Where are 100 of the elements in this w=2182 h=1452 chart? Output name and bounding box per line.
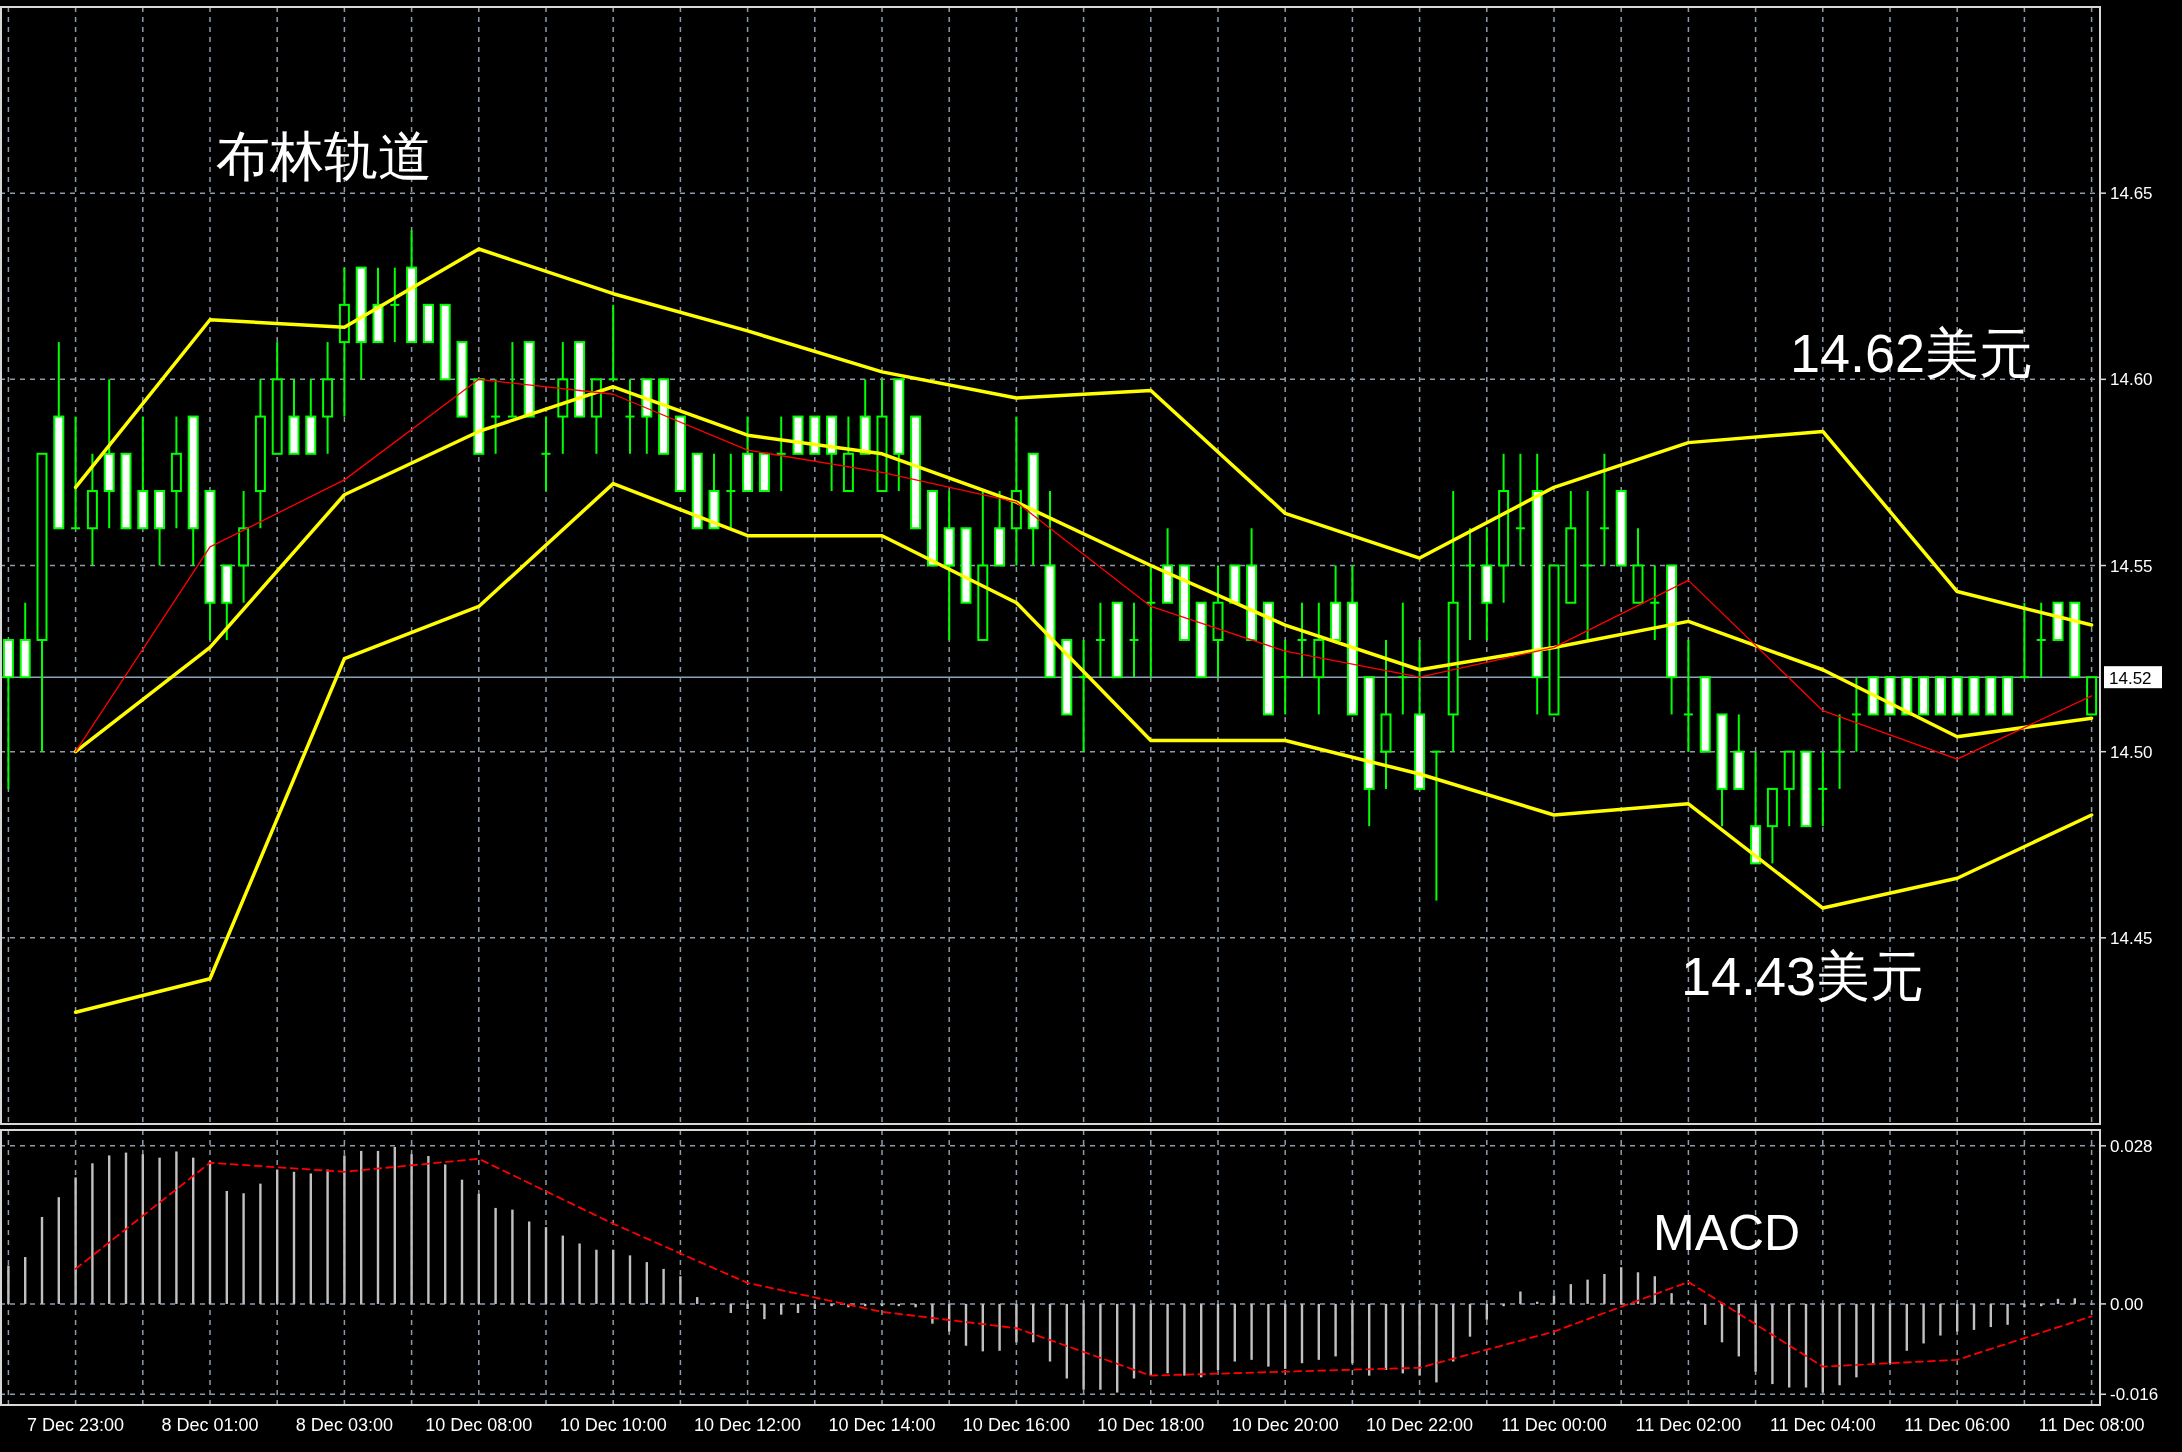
candlestick xyxy=(2,638,14,790)
y-tick-label: 14.55 xyxy=(2110,556,2153,576)
bar xyxy=(1418,1303,1421,1376)
candlestick xyxy=(1968,676,1980,716)
bar xyxy=(74,1177,77,1304)
candlestick xyxy=(1583,490,1593,641)
x-tick-label: 10 Dec 08:00 xyxy=(425,1415,533,1435)
y-tick-label: 0.00 xyxy=(2110,1294,2144,1314)
line-series xyxy=(73,481,2094,1015)
bar xyxy=(763,1303,766,1320)
candlestick xyxy=(809,415,821,455)
candlestick xyxy=(893,378,905,493)
y-tick-label: -0.016 xyxy=(2110,1385,2159,1405)
x-tick-label: 10 Dec 20:00 xyxy=(1231,1415,1339,1435)
candlestick xyxy=(1615,490,1627,567)
x-tick-label: 11 Dec 06:00 xyxy=(1904,1415,2011,1435)
bar xyxy=(931,1303,934,1324)
candlestick xyxy=(322,341,334,455)
candlestick xyxy=(221,564,233,641)
x-tick-label: 11 Dec 04:00 xyxy=(1769,1415,1876,1435)
bar xyxy=(242,1193,245,1304)
candlestick xyxy=(1111,601,1123,679)
candlestick xyxy=(758,452,770,493)
candlestick xyxy=(1414,638,1426,790)
candlestick xyxy=(910,415,922,530)
candlestick xyxy=(238,490,250,604)
candlestick xyxy=(372,266,384,344)
candlestick xyxy=(154,490,166,567)
candlestick xyxy=(1162,527,1174,604)
bar xyxy=(1687,1301,1690,1304)
candlestick xyxy=(422,303,434,344)
candlestick xyxy=(625,378,635,455)
ref-line-label: 14.52 xyxy=(2109,669,2152,689)
candlestick xyxy=(390,266,400,344)
candlestick xyxy=(1095,601,1105,679)
bar xyxy=(494,1207,497,1304)
x-tick-label: 10 Dec 14:00 xyxy=(828,1415,936,1435)
candlestick xyxy=(1934,676,1946,716)
candlestick xyxy=(1010,415,1022,567)
candlestick xyxy=(491,378,501,455)
bar xyxy=(1939,1303,1942,1336)
bar xyxy=(343,1155,346,1304)
candlestick xyxy=(2019,601,2029,679)
x-tick-label: 8 Dec 03:00 xyxy=(295,1415,393,1435)
candlestick xyxy=(305,378,317,455)
candlestick xyxy=(1262,601,1274,716)
candlestick xyxy=(1330,564,1342,641)
bar xyxy=(410,1154,413,1304)
bar xyxy=(1015,1303,1018,1343)
candlestick xyxy=(1044,490,1056,679)
candlestick xyxy=(338,266,350,418)
bar xyxy=(914,1303,917,1308)
candlestick xyxy=(1918,676,1930,716)
bar xyxy=(746,1303,749,1309)
candlestick xyxy=(1565,490,1577,604)
candlestick xyxy=(842,415,854,493)
candlestick xyxy=(1129,601,1139,679)
bar xyxy=(1838,1303,1841,1386)
bar xyxy=(1922,1303,1925,1344)
candlestick xyxy=(708,452,720,530)
x-tick-label: 10 Dec 16:00 xyxy=(962,1415,1070,1435)
candlestick xyxy=(876,378,888,493)
candlestick xyxy=(960,527,972,604)
candlestick xyxy=(1818,750,1828,828)
bar xyxy=(662,1268,665,1304)
candlestick xyxy=(355,266,367,381)
candlestick xyxy=(1515,452,1525,567)
annotation: 14.62美元 xyxy=(1790,323,2034,383)
candlestick xyxy=(406,229,418,344)
bar xyxy=(1334,1303,1337,1357)
bar xyxy=(91,1163,94,1304)
candlestick xyxy=(86,452,98,567)
candlestick xyxy=(994,490,1006,567)
bar xyxy=(2006,1303,2009,1325)
candlestick xyxy=(1766,787,1778,865)
candlestick xyxy=(439,303,451,381)
x-tick-label: 7 Dec 23:00 xyxy=(27,1415,125,1435)
candlestick xyxy=(170,415,182,530)
bar xyxy=(1670,1293,1673,1304)
candlestick xyxy=(926,490,938,567)
candlestick xyxy=(1027,452,1039,567)
candlestick xyxy=(1867,676,1879,716)
candlestick xyxy=(792,415,804,455)
candlestick xyxy=(1431,750,1441,902)
candlestick xyxy=(1246,527,1258,641)
bar xyxy=(1552,1295,1556,1304)
candlestick xyxy=(658,378,670,455)
candlestick xyxy=(204,490,216,641)
candlestick xyxy=(1666,564,1678,716)
bar xyxy=(259,1183,262,1304)
candlestick xyxy=(53,341,65,530)
candlestick xyxy=(2036,601,2046,679)
candlestick xyxy=(1363,676,1375,828)
candlestick xyxy=(574,341,586,418)
candlestick xyxy=(1599,452,1609,567)
candlestick xyxy=(120,452,132,530)
candlestick xyxy=(776,415,786,493)
candlestick xyxy=(726,452,736,530)
candlestick xyxy=(977,490,989,641)
bar xyxy=(1586,1279,1589,1304)
